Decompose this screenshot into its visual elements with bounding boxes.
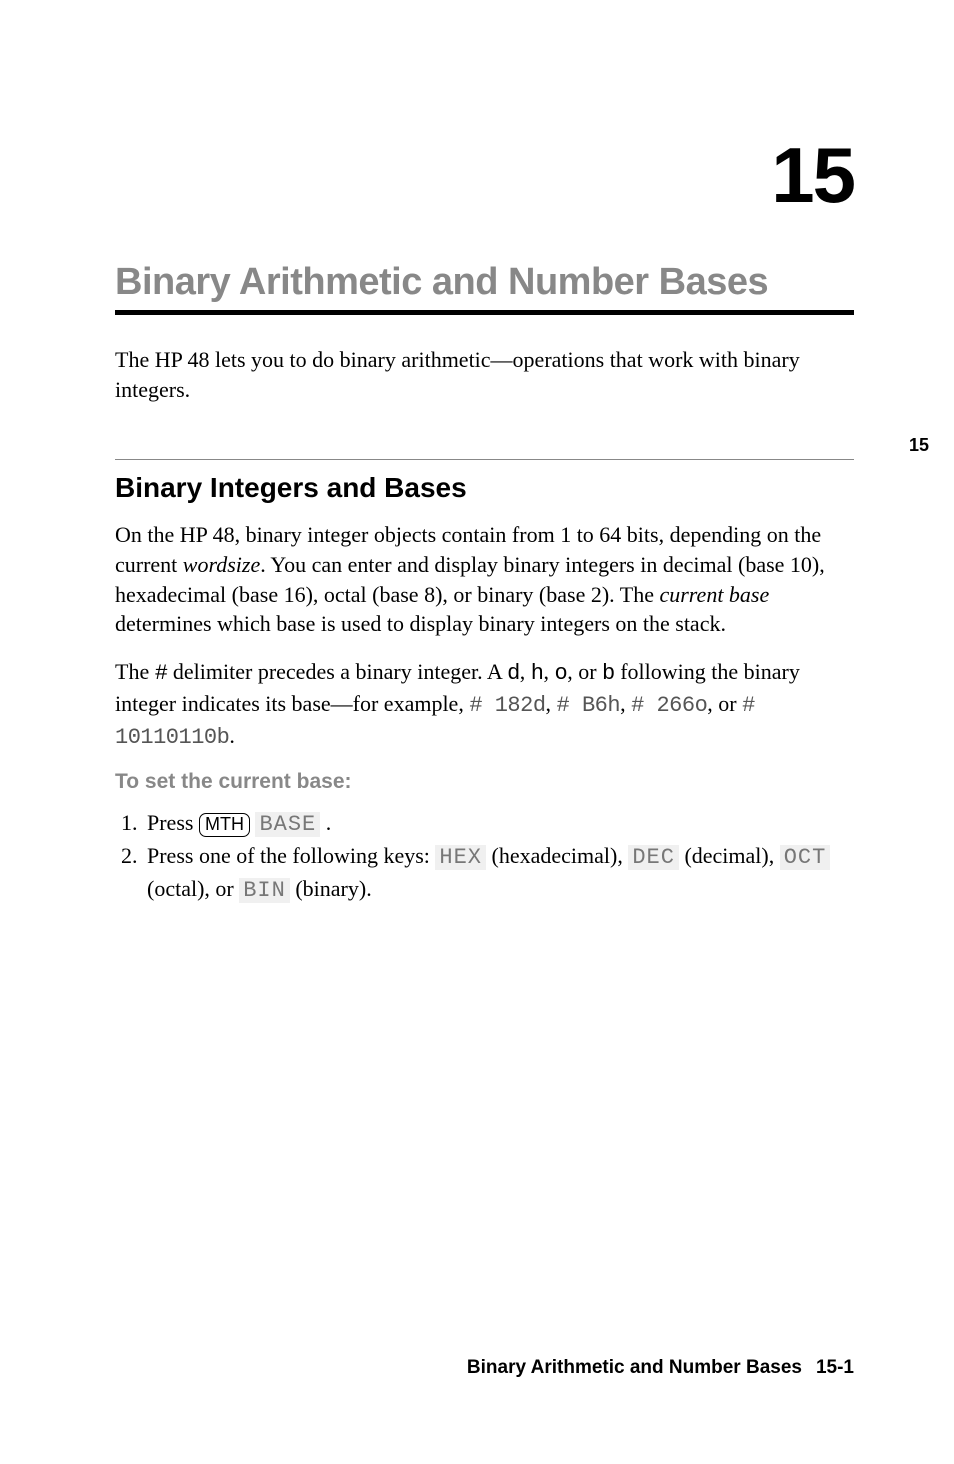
italic-currentbase: current base bbox=[659, 582, 769, 607]
text: , or bbox=[567, 659, 602, 684]
steps-list: Press MTH BASE . Press one of the follow… bbox=[115, 808, 854, 906]
example-b6h: # B6h bbox=[557, 693, 621, 718]
softkey-dec: DEC bbox=[628, 845, 679, 870]
text: Press bbox=[147, 810, 199, 835]
body-para-1: On the HP 48, binary integer objects con… bbox=[115, 520, 854, 639]
text: . bbox=[229, 723, 235, 748]
mono-b: b bbox=[602, 661, 615, 686]
footer-label: Binary Arithmetic and Number Bases bbox=[467, 1357, 802, 1378]
mono-h: h bbox=[531, 661, 544, 686]
text: (octal), or bbox=[147, 876, 239, 901]
intro-paragraph: The HP 48 lets you to do binary arithmet… bbox=[115, 345, 854, 404]
text: . bbox=[320, 810, 331, 835]
text: The bbox=[115, 659, 155, 684]
example-182d: # 182d bbox=[469, 693, 545, 718]
italic-wordsize: wordsize bbox=[183, 552, 260, 577]
chapter-number: 15 bbox=[115, 130, 854, 221]
title-rule bbox=[115, 310, 854, 315]
softkey-hex: HEX bbox=[435, 845, 486, 870]
text: , bbox=[546, 691, 557, 716]
step-2: Press one of the following keys: HEX (he… bbox=[143, 841, 854, 907]
softkey-oct: OCT bbox=[780, 845, 831, 870]
text: , or bbox=[707, 691, 742, 716]
footer-page: 15-1 bbox=[816, 1357, 854, 1378]
page-container: 15 Binary Arithmetic and Number Bases Th… bbox=[0, 0, 954, 1464]
text: (hexadecimal), bbox=[486, 843, 628, 868]
softkey-base: BASE bbox=[255, 812, 320, 837]
section-title: Binary Integers and Bases bbox=[115, 472, 854, 504]
footer: Binary Arithmetic and Number Bases 15-1 bbox=[467, 1357, 854, 1379]
example-266o: # 266o bbox=[631, 693, 707, 718]
body-para-2: The # delimiter precedes a binary intege… bbox=[115, 657, 854, 752]
mono-o: o bbox=[554, 661, 567, 686]
step-1: Press MTH BASE . bbox=[143, 808, 854, 841]
side-tab: 15 bbox=[909, 435, 929, 456]
section-rule bbox=[115, 459, 854, 460]
text: , bbox=[543, 659, 554, 684]
softkey-bin: BIN bbox=[239, 878, 290, 903]
sub-heading: To set the current base: bbox=[115, 770, 854, 794]
text: (decimal), bbox=[679, 843, 780, 868]
key-mth: MTH bbox=[199, 813, 250, 837]
text: , bbox=[620, 691, 631, 716]
text: determines which base is used to display… bbox=[115, 611, 726, 636]
mono-d: d bbox=[507, 661, 520, 686]
mono-hash: # bbox=[155, 661, 168, 686]
text: (binary). bbox=[290, 876, 372, 901]
text: , bbox=[520, 659, 531, 684]
chapter-title: Binary Arithmetic and Number Bases bbox=[115, 261, 854, 304]
text: delimiter precedes a binary integer. A bbox=[167, 659, 507, 684]
text: Press one of the following keys: bbox=[147, 843, 435, 868]
